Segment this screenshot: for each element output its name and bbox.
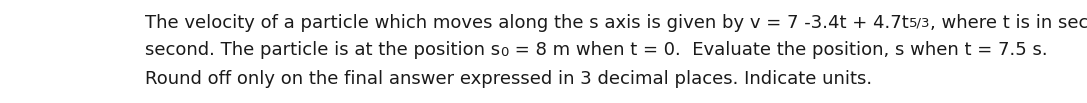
Text: The velocity of a particle which moves along the s axis is given by v = 7 -3.4t : The velocity of a particle which moves a… <box>146 14 909 32</box>
Text: , where t is in seconds and v is in meters per: , where t is in seconds and v is in mete… <box>930 14 1087 32</box>
Text: 0: 0 <box>500 46 509 59</box>
Text: second. The particle is at the position s: second. The particle is at the position … <box>146 41 500 59</box>
Text: = 8 m when t = 0.  Evaluate the position, s when t = 7.5 s.: = 8 m when t = 0. Evaluate the position,… <box>509 41 1047 59</box>
Text: 5/3: 5/3 <box>909 17 930 30</box>
Text: Round off only on the final answer expressed in 3 decimal places. Indicate units: Round off only on the final answer expre… <box>146 70 872 88</box>
